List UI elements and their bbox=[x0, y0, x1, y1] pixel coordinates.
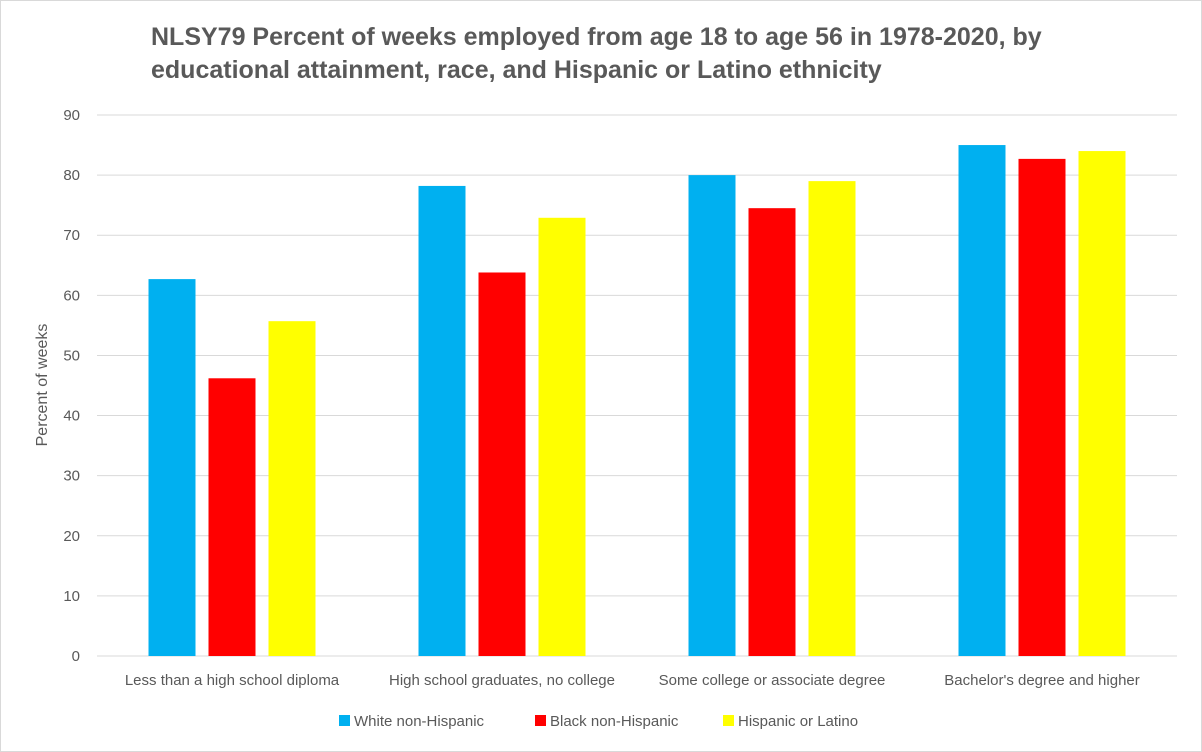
legend-swatch bbox=[535, 715, 546, 726]
x-category-label: Some college or associate degree bbox=[659, 672, 886, 689]
y-tick-label: 40 bbox=[63, 408, 80, 425]
y-tick-label: 80 bbox=[63, 167, 80, 184]
x-category-label: High school graduates, no college bbox=[389, 672, 615, 689]
y-tick-label: 90 bbox=[63, 107, 80, 124]
chart-title: NLSY79 Percent of weeks employed from ag… bbox=[151, 23, 1042, 84]
bar bbox=[748, 208, 796, 656]
bar bbox=[538, 217, 586, 657]
y-axis-label: Percent of weeks bbox=[34, 324, 51, 447]
bar bbox=[148, 279, 196, 656]
gridlines bbox=[97, 114, 1177, 657]
bar bbox=[958, 145, 1006, 657]
x-category-label: Bachelor's degree and higher bbox=[944, 672, 1140, 689]
y-axis-ticks: 0 10 20 30 40 50 60 70 80 90 bbox=[63, 107, 80, 665]
bar bbox=[418, 185, 466, 657]
x-axis-categories: Less than a high school diploma High scho… bbox=[125, 672, 1140, 689]
bar bbox=[268, 321, 316, 656]
legend-swatch bbox=[339, 715, 350, 726]
y-tick-label: 50 bbox=[63, 347, 80, 364]
y-tick-label: 70 bbox=[63, 227, 80, 244]
y-tick-label: 10 bbox=[63, 588, 80, 605]
legend-label: Hispanic or Latino bbox=[738, 713, 858, 730]
bars bbox=[148, 145, 1126, 657]
y-tick-label: 30 bbox=[63, 468, 80, 485]
x-category-label: Less than a high school diploma bbox=[125, 672, 340, 689]
bar bbox=[478, 272, 526, 656]
bar bbox=[808, 181, 856, 656]
legend: White non-Hispanic Black non-Hispanic Hisp… bbox=[339, 713, 858, 730]
y-tick-label: 20 bbox=[63, 528, 80, 545]
bar bbox=[1078, 151, 1126, 657]
legend-swatch bbox=[723, 715, 734, 726]
bar bbox=[1018, 158, 1066, 656]
y-tick-label: 60 bbox=[63, 287, 80, 304]
legend-label: White non-Hispanic bbox=[354, 713, 485, 730]
bar bbox=[688, 175, 736, 656]
bar bbox=[208, 378, 256, 656]
y-tick-label: 0 bbox=[72, 648, 80, 665]
legend-label: Black non-Hispanic bbox=[550, 713, 679, 730]
